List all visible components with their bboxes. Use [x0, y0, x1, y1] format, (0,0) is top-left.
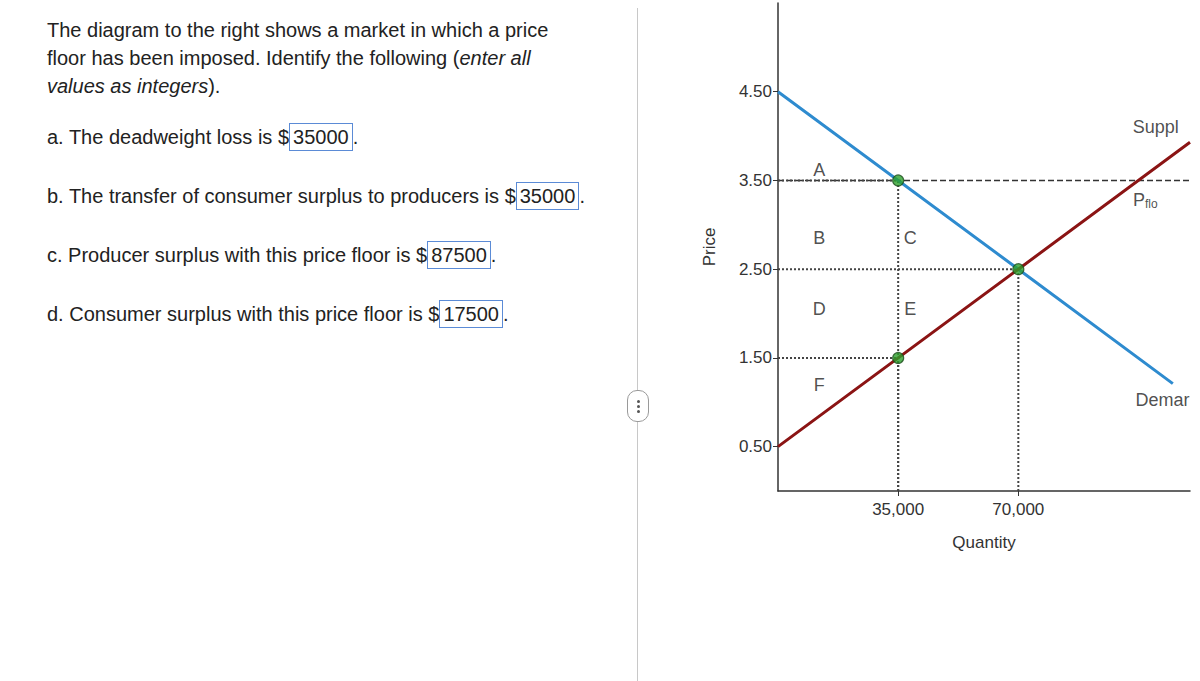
html-text:c. Producer surplus with this: c. Producer surplus with this price floo…	[47, 244, 497, 266]
svg-text:F: F	[814, 375, 825, 395]
svg-text:Price: Price	[700, 228, 719, 267]
html-text:b. The transfer of consumer su: b. The transfer of consumer surplus to p…	[47, 185, 585, 207]
svg-text:Demar: Demar	[1136, 390, 1190, 410]
svg-text:E: E	[904, 299, 916, 319]
svg-text:2.50: 2.50	[739, 260, 772, 279]
html-text:floor has been imposed. Identi: floor has been imposed. Identify the fol…	[47, 47, 531, 69]
svg-text:1.50: 1.50	[739, 348, 772, 367]
svg-text:Quantity: Quantity	[952, 533, 1016, 552]
svg-text:P: P	[1133, 190, 1145, 210]
html-text:values as integers).: values as integers).	[47, 75, 221, 97]
svg-text:0.50: 0.50	[739, 437, 772, 456]
svg-text:C: C	[904, 228, 917, 248]
svg-text:3.50: 3.50	[739, 171, 772, 190]
svg-text:70,000: 70,000	[992, 500, 1044, 519]
html-text:a. The deadweight loss is $ 35: a. The deadweight loss is $ 35000 .	[47, 126, 359, 148]
svg-text:B: B	[813, 228, 825, 248]
svg-text:A: A	[813, 160, 825, 180]
svg-text:35,000: 35,000	[872, 500, 924, 519]
svg-text:flo: flo	[1145, 197, 1158, 211]
svg-text:D: D	[813, 299, 826, 319]
svg-text:Suppl: Suppl	[1133, 117, 1179, 137]
svg-text:4.50: 4.50	[739, 82, 772, 101]
html-text:The diagram to the right shows: The diagram to the right shows a market …	[47, 19, 549, 41]
html-text:d. Consumer surplus with this: d. Consumer surplus with this price floo…	[47, 303, 509, 325]
